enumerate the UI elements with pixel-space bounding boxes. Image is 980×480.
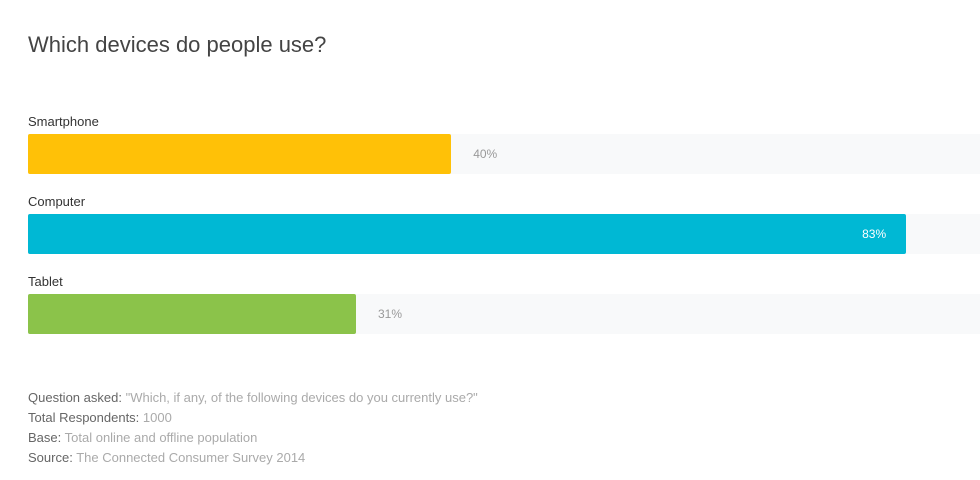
chart-title: Which devices do people use?: [28, 32, 327, 57]
note-text: Total online and offline population: [64, 430, 258, 445]
bar-track: 83%: [28, 214, 980, 254]
note-line: Base: Total online and offline populatio…: [28, 428, 478, 448]
bar: [28, 134, 452, 174]
note-label: Total Respondents:: [28, 410, 140, 425]
note-text: "Which, if any, of the following devices…: [125, 390, 478, 405]
note-label: Base:: [28, 430, 62, 445]
note-label: Question asked:: [28, 390, 122, 405]
category-label: Tablet: [28, 274, 63, 289]
notes: Question asked: "Which, if any, of the f…: [28, 388, 478, 468]
note-line: Question asked: "Which, if any, of the f…: [28, 388, 478, 408]
category-label: Smartphone: [28, 114, 99, 129]
bar: [28, 214, 907, 254]
bar-track: 40%: [28, 134, 980, 174]
bar: [28, 294, 356, 334]
note-line: Total Respondents: 1000: [28, 408, 478, 428]
note-text: The Connected Consumer Survey 2014: [76, 450, 306, 465]
value-label: 83%: [862, 227, 887, 241]
bar-track: 31%: [28, 294, 980, 334]
note-text: 1000: [142, 410, 172, 425]
note-line: Source: The Connected Consumer Survey 20…: [28, 448, 478, 468]
category-label: Computer: [28, 194, 86, 209]
note-label: Source:: [28, 450, 73, 465]
value-label: 31%: [377, 307, 402, 321]
value-label: 40%: [473, 147, 498, 161]
